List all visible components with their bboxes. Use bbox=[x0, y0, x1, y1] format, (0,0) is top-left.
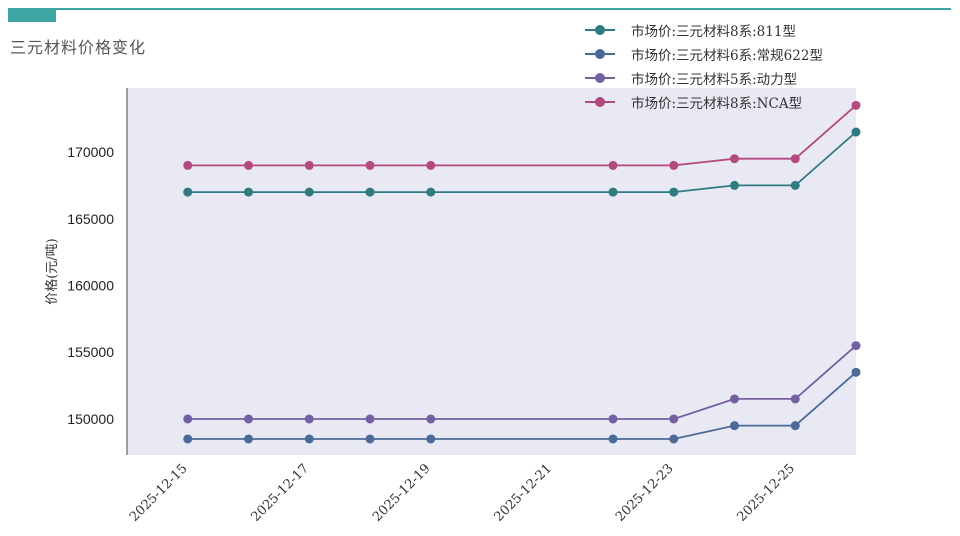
data-point-s1-1 bbox=[244, 434, 253, 444]
y-tick-label: 170000 bbox=[67, 144, 114, 160]
data-point-s0-9 bbox=[851, 127, 861, 137]
data-point-s2-6 bbox=[669, 414, 679, 424]
legend-label-5-series: 市场价:三元材料5系:动力型 bbox=[631, 72, 798, 88]
y-tick-label: 150000 bbox=[67, 411, 114, 427]
data-point-s1-7 bbox=[730, 421, 739, 431]
y-tick-label: 165000 bbox=[67, 211, 114, 227]
data-point-s1-2 bbox=[304, 434, 314, 444]
data-point-s2-2 bbox=[304, 414, 314, 424]
data-point-s1-6 bbox=[669, 434, 679, 444]
data-point-s3-9 bbox=[851, 100, 861, 110]
data-point-s3-1 bbox=[244, 160, 253, 170]
legend-marker-811 bbox=[585, 24, 615, 36]
y-tick-label: 155000 bbox=[67, 344, 114, 360]
legend-item-811: 市场价:三元材料8系:811型 bbox=[585, 18, 823, 42]
data-point-s0-5 bbox=[608, 187, 618, 197]
legend-item-nca: 市场价:三元材料8系:NCA型 bbox=[585, 90, 823, 114]
plot-area bbox=[127, 88, 856, 455]
data-point-s2-9 bbox=[851, 341, 861, 351]
data-point-s0-7 bbox=[730, 180, 739, 190]
data-point-s2-3 bbox=[365, 414, 375, 424]
data-point-s0-0 bbox=[183, 187, 193, 197]
series-line-1 bbox=[187, 371, 857, 440]
data-point-s2-8 bbox=[790, 394, 800, 404]
data-point-s1-0 bbox=[183, 434, 193, 444]
data-point-s2-7 bbox=[730, 394, 739, 404]
data-point-s3-2 bbox=[304, 160, 314, 170]
data-point-s1-3 bbox=[365, 434, 375, 444]
data-point-s2-0 bbox=[183, 414, 193, 424]
data-point-s3-3 bbox=[365, 160, 375, 170]
data-point-s3-0 bbox=[183, 160, 193, 170]
data-point-s3-5 bbox=[608, 160, 618, 170]
x-tick-label: 2025-12-19 bbox=[370, 461, 434, 525]
data-point-s0-6 bbox=[669, 187, 679, 197]
data-point-s2-1 bbox=[244, 414, 253, 424]
series-line-3 bbox=[187, 104, 857, 167]
series-line-0 bbox=[187, 131, 857, 194]
data-point-s0-4 bbox=[426, 187, 436, 197]
data-point-s3-4 bbox=[426, 160, 436, 170]
data-point-s3-6 bbox=[669, 160, 679, 170]
data-point-s2-5 bbox=[608, 414, 618, 424]
series-line-2 bbox=[187, 344, 857, 420]
legend-marker-5-series bbox=[585, 72, 615, 84]
y-axis-label: 价格(元/吨) bbox=[44, 238, 60, 305]
legend-item-622: 市场价:三元材料6系:常规622型 bbox=[585, 42, 823, 66]
legend-label-811: 市场价:三元材料8系:811型 bbox=[631, 24, 796, 40]
title-accent-block bbox=[8, 8, 56, 22]
title-rule bbox=[8, 8, 951, 10]
data-point-s1-5 bbox=[608, 434, 618, 444]
x-tick-label: 2025-12-17 bbox=[248, 461, 312, 525]
data-point-s3-8 bbox=[790, 154, 800, 164]
data-point-s1-4 bbox=[426, 434, 436, 444]
legend-label-622: 市场价:三元材料6系:常规622型 bbox=[631, 48, 823, 64]
legend-label-nca: 市场价:三元材料8系:NCA型 bbox=[631, 96, 803, 112]
x-tick-label: 2025-12-15 bbox=[127, 461, 191, 525]
legend-marker-622 bbox=[585, 48, 615, 60]
data-point-s0-8 bbox=[790, 180, 800, 190]
x-tick-label: 2025-12-23 bbox=[613, 461, 677, 525]
data-point-s0-2 bbox=[304, 187, 314, 197]
legend-item-5-series: 市场价:三元材料5系:动力型 bbox=[585, 66, 823, 90]
data-point-s3-7 bbox=[730, 154, 739, 164]
legend: 市场价:三元材料8系:811型 市场价:三元材料6系:常规622型 市场价:三元… bbox=[585, 18, 823, 114]
data-point-s1-9 bbox=[851, 367, 861, 377]
legend-marker-nca bbox=[585, 96, 615, 108]
x-tick-label: 2025-12-25 bbox=[734, 461, 798, 525]
data-point-s0-3 bbox=[365, 187, 375, 197]
data-point-s2-4 bbox=[426, 414, 436, 424]
page-title: 三元材料价格变化 bbox=[10, 38, 147, 57]
data-point-s1-8 bbox=[790, 421, 800, 431]
x-tick-label: 2025-12-21 bbox=[491, 461, 555, 525]
data-point-s0-1 bbox=[244, 187, 253, 197]
y-tick-label: 160000 bbox=[67, 278, 114, 294]
